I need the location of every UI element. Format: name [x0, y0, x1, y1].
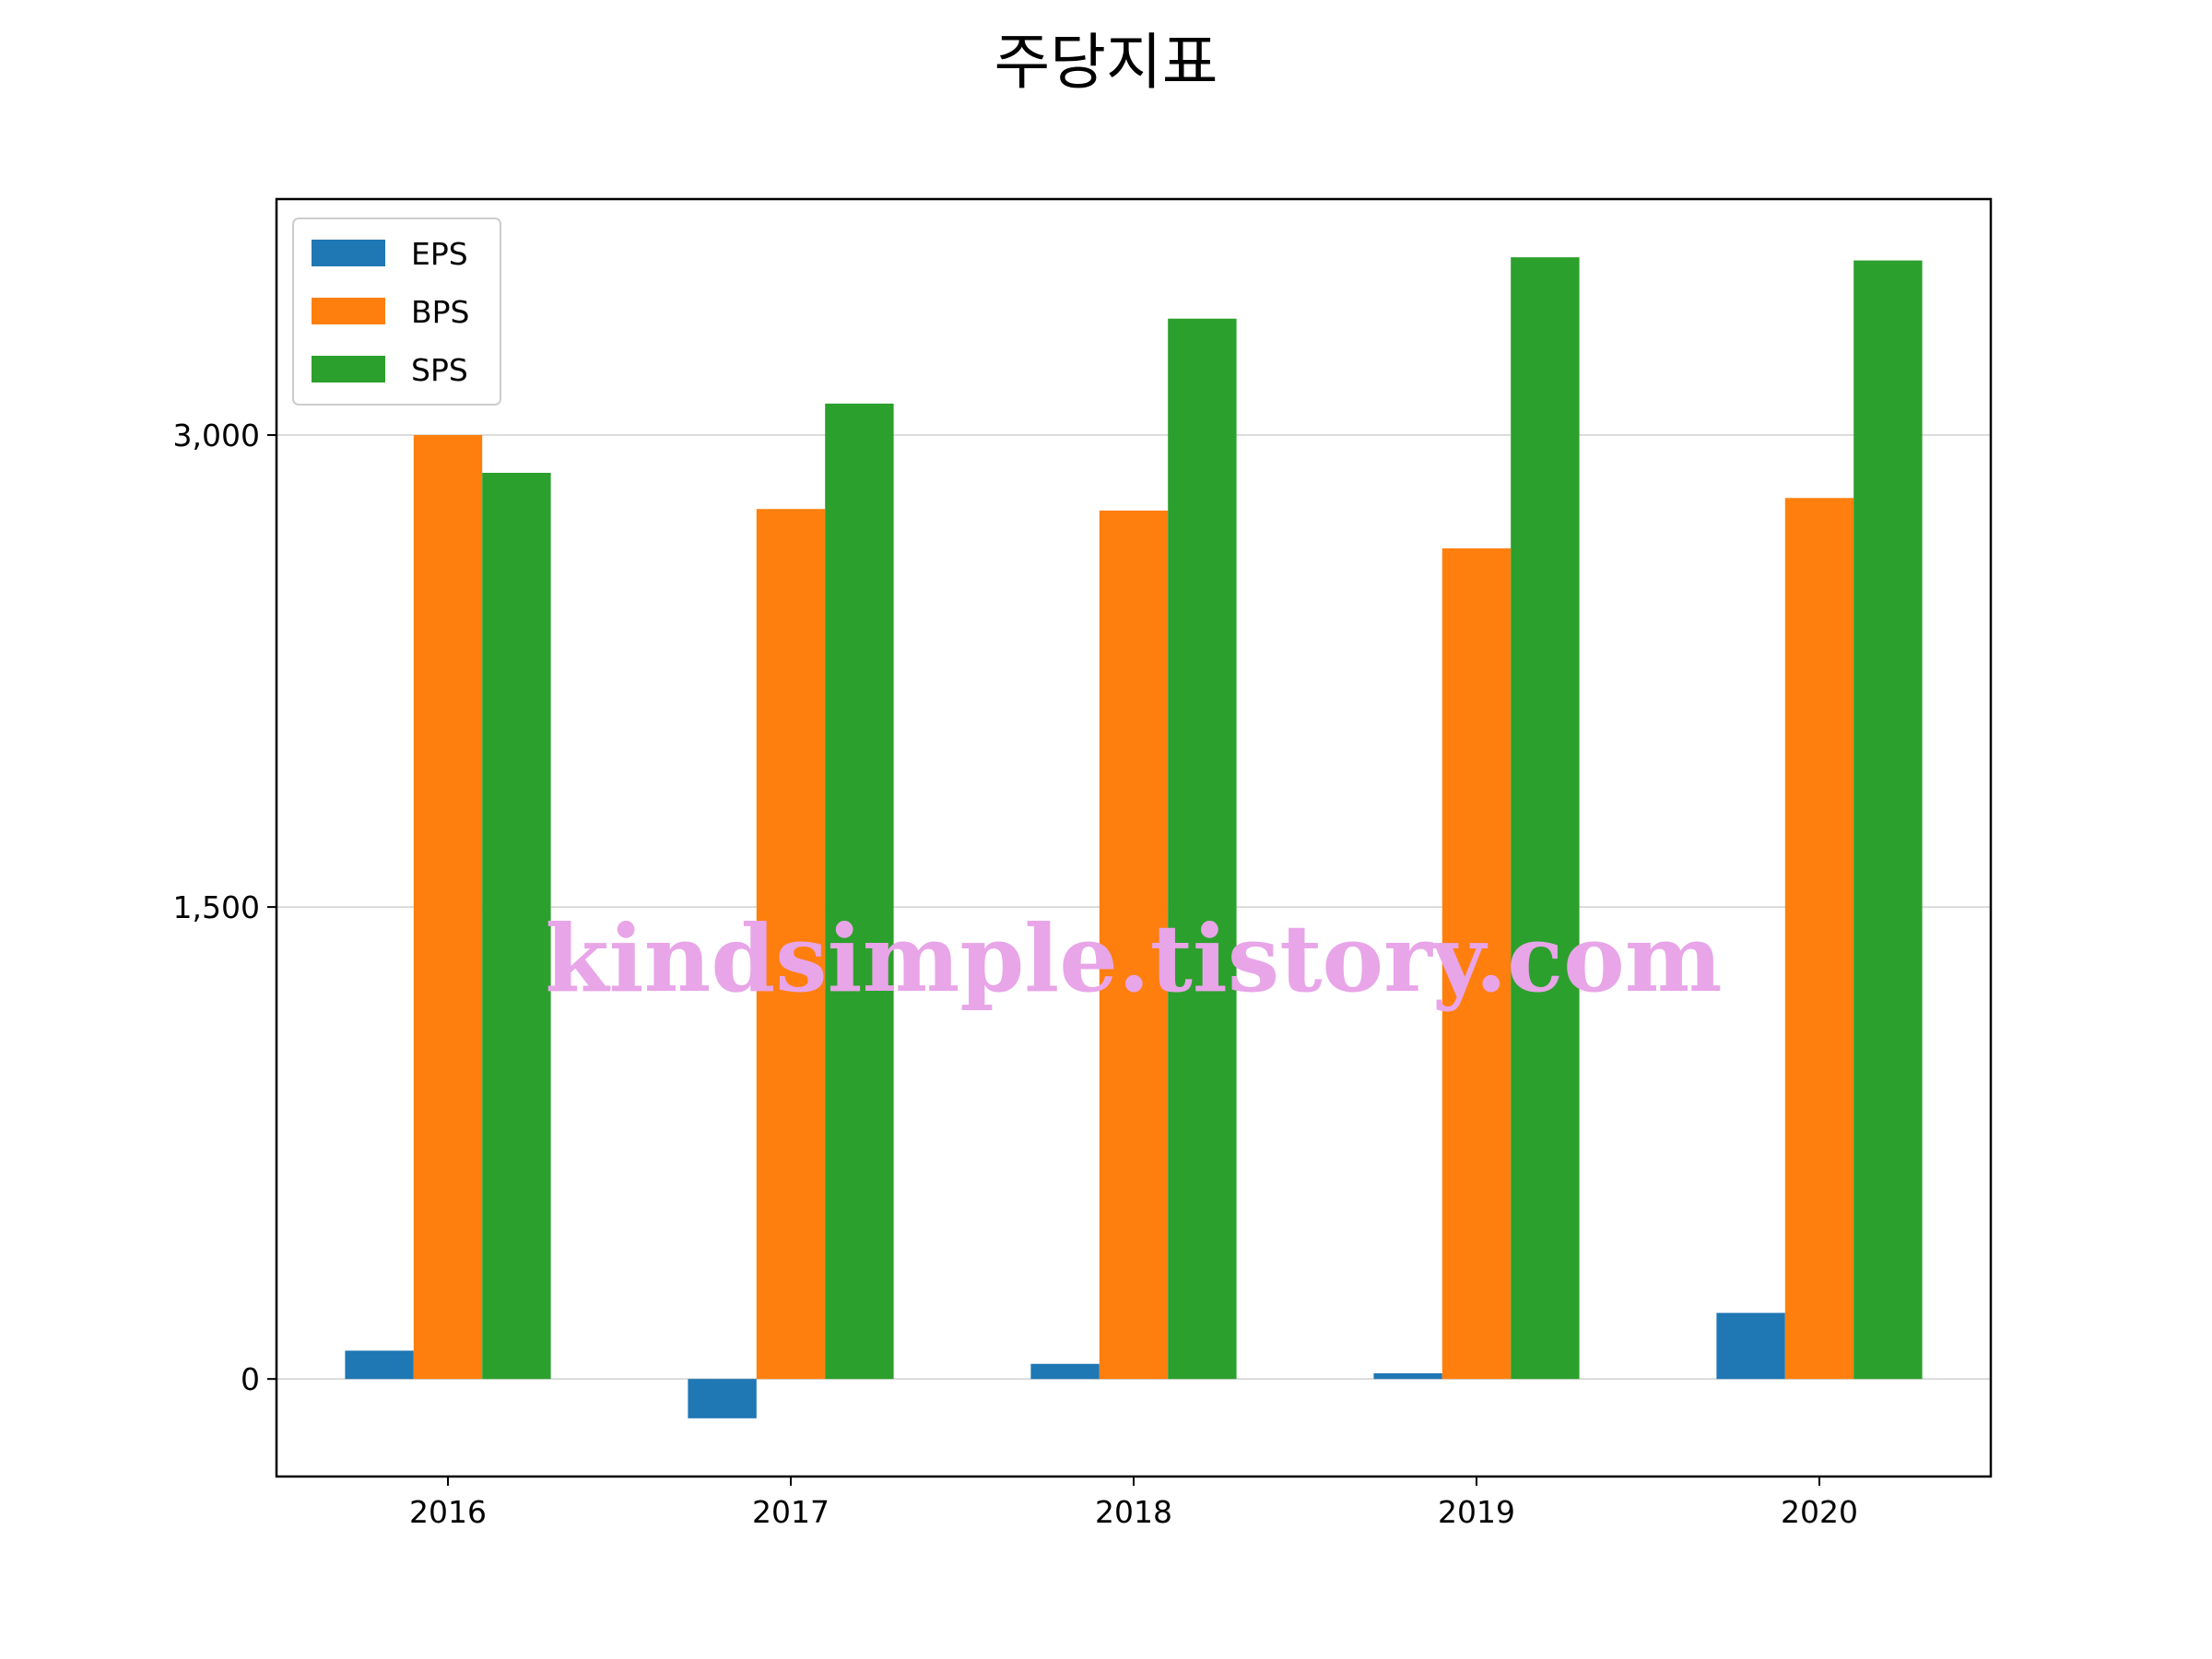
bar-sps-2019	[1511, 257, 1580, 1380]
x-tick-label: 2019	[1438, 1494, 1515, 1530]
legend-label-sps: SPS	[411, 352, 468, 388]
bar-bps-2018	[1099, 510, 1169, 1380]
legend-label-bps: BPS	[411, 294, 470, 330]
legend: EPS BPS SPS	[292, 218, 501, 406]
y-tick-label: 3,000	[173, 418, 260, 453]
y-tick-label: 1,500	[173, 889, 260, 925]
x-tick-label: 2016	[409, 1494, 487, 1530]
bar-eps-2018	[1030, 1363, 1100, 1380]
bar-sps-2020	[1853, 260, 1923, 1380]
x-tick-label: 2020	[1781, 1494, 1858, 1530]
x-tick-label: 2017	[752, 1494, 830, 1530]
x-axis-ticks: 2016 2017 2018 2019 2020	[409, 1477, 1858, 1530]
legend-label-eps: EPS	[411, 236, 468, 272]
bar-sps-2016	[482, 473, 551, 1380]
bar-eps-2016	[345, 1350, 414, 1380]
watermark: kindsimple.tistory.com	[545, 904, 1722, 1013]
bar-sps-2017	[825, 403, 894, 1380]
bars	[345, 257, 1923, 1418]
bar-eps-2020	[1716, 1312, 1785, 1380]
plot-frame	[275, 197, 1993, 1478]
bar-bps-2019	[1441, 547, 1512, 1380]
y-axis-ticks: 0 1,500 3,000	[173, 418, 276, 1397]
chart-title: 주당지표	[994, 27, 1218, 98]
bar-bps-2017	[756, 509, 826, 1380]
legend-swatch-eps	[312, 240, 385, 266]
bar-bps-2020	[1784, 498, 1854, 1380]
legend-swatch-bps	[312, 298, 385, 324]
bar-eps-2017	[688, 1379, 757, 1418]
bar-bps-2016	[413, 435, 483, 1380]
bar-eps-2019	[1373, 1373, 1442, 1380]
x-tick-label: 2018	[1095, 1494, 1172, 1530]
bar-sps-2018	[1168, 318, 1237, 1380]
y-tick-label: 0	[241, 1361, 260, 1397]
legend-swatch-sps	[312, 356, 385, 382]
